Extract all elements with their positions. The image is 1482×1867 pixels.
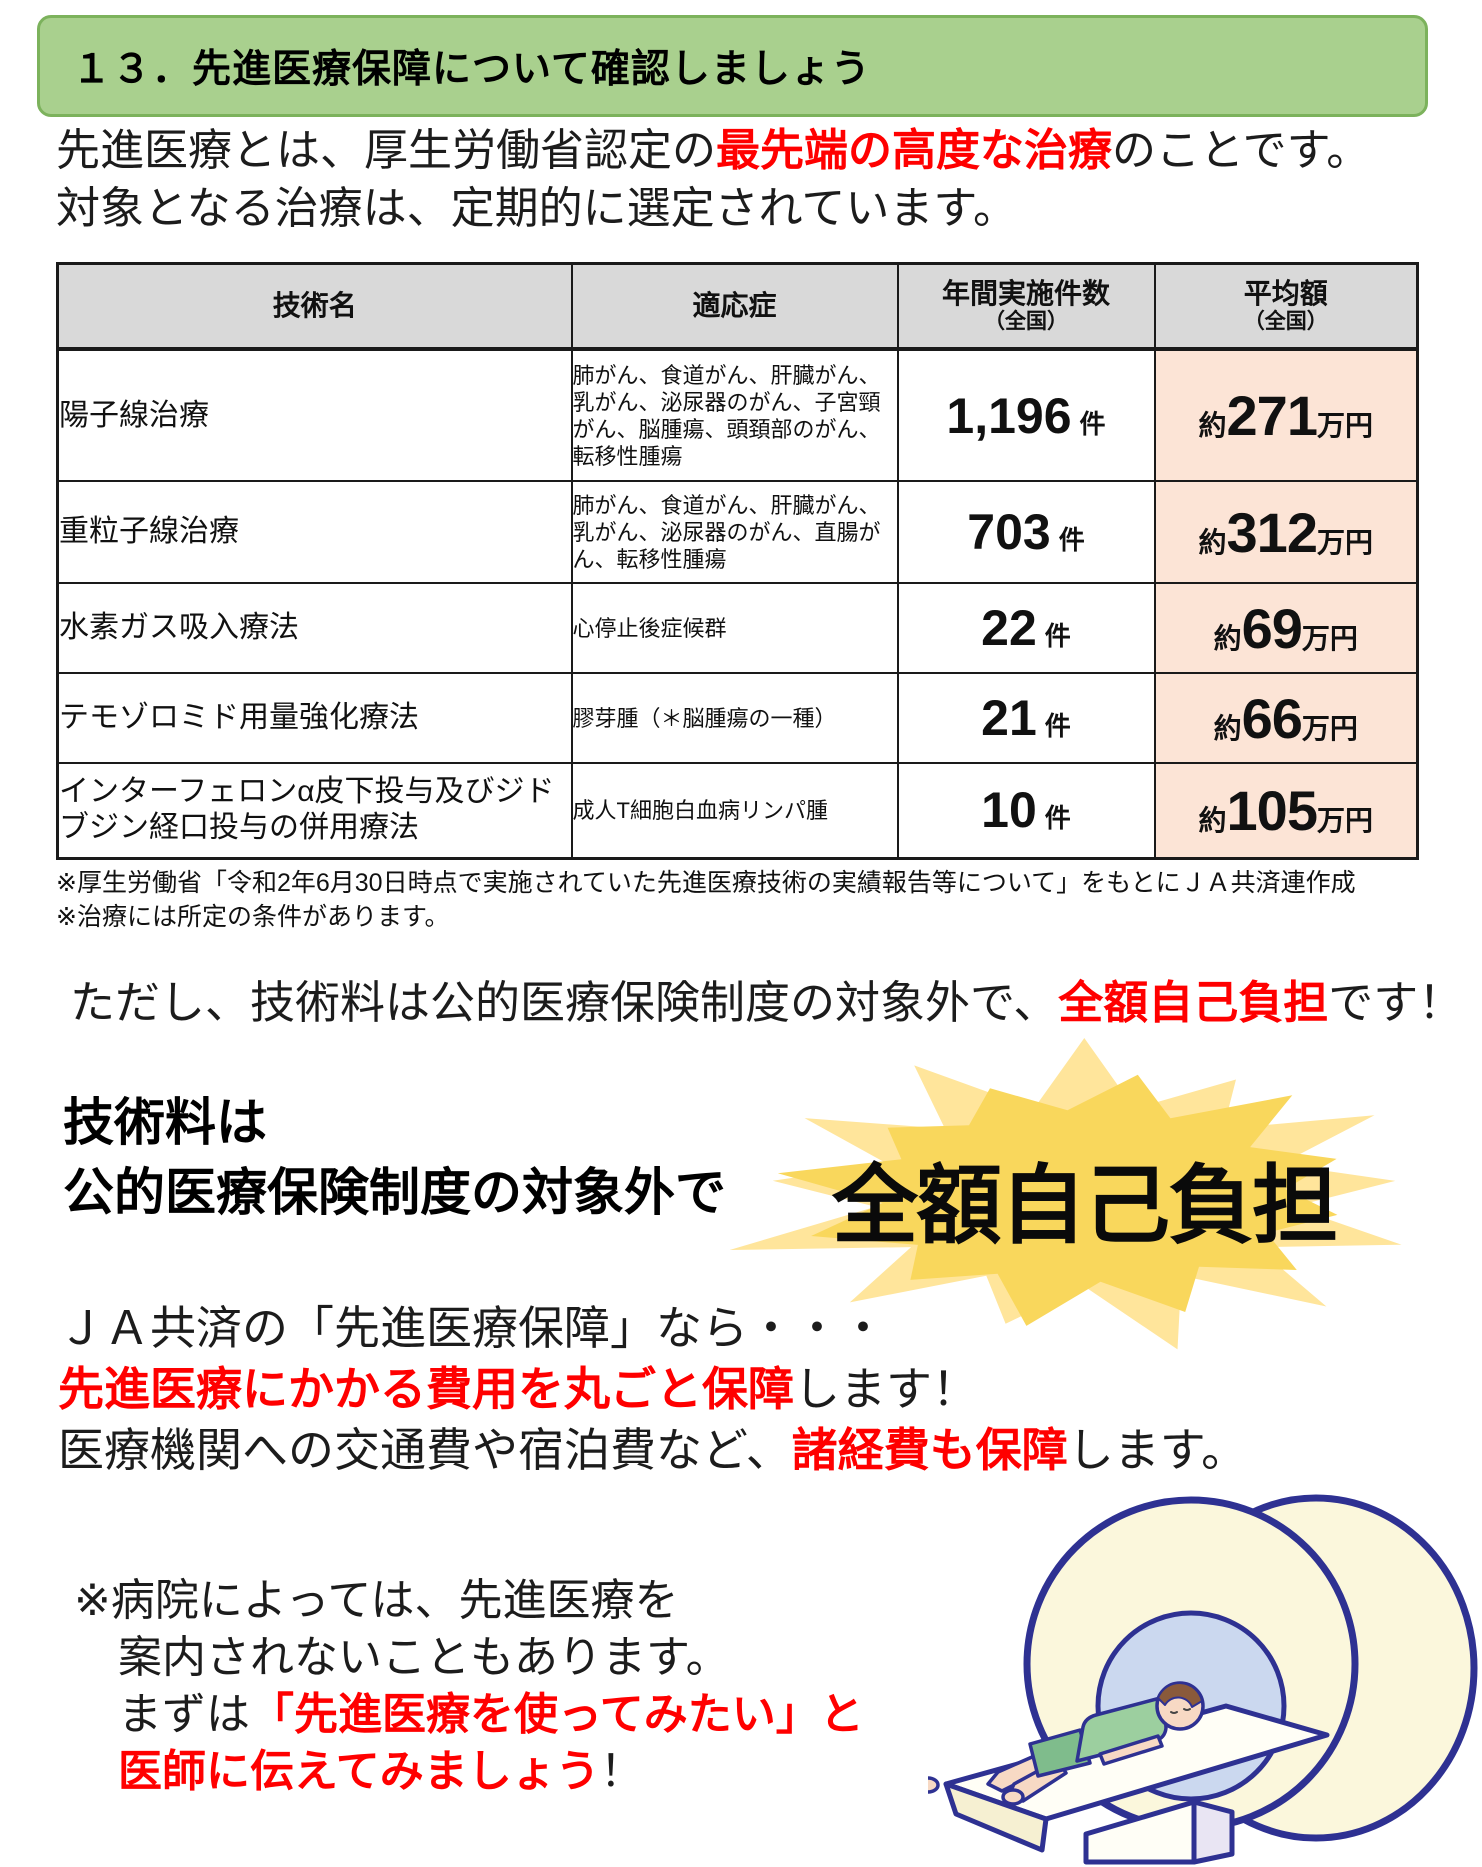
average-cost: 約69万円 — [1153, 582, 1419, 674]
starburst-icon — [729, 1038, 1402, 1350]
technology-name: 重粒子線治療 — [56, 480, 573, 584]
patient — [928, 1681, 1205, 1806]
technology-name: テモゾロミド用量強化療法 — [56, 672, 573, 764]
caution-emphasis: 全額自己負担 — [1058, 977, 1329, 1028]
annual-cases: 703 件 — [896, 480, 1156, 584]
table-row: 水素ガス吸入療法 心停止後症候群 22 件 約69万円 — [56, 582, 1419, 674]
ja-line-3: 医療機関への交通費や宿泊費など、諸経費も保障します。 — [58, 1424, 1248, 1476]
col-header-annual-cases: 年間実施件数 （全国） — [896, 262, 1156, 351]
indication: 肺がん、食道がん、肝臓がん、乳がん、泌尿器のがん、直腸がん、転移性腫瘍 — [570, 480, 899, 584]
note-line-2: 案内されないこともあります。 — [118, 1633, 730, 1682]
patient-foot — [928, 1776, 940, 1794]
footnote-source: ※厚生労働省「令和2年6月30日時点で実施されていた先進医療技術の実績報告等につ… — [56, 869, 1356, 897]
indication: 心停止後症候群 — [570, 582, 899, 674]
footnotes: ※厚生労働省「令和2年6月30日時点で実施されていた先進医療技術の実績報告等につ… — [56, 866, 1356, 934]
table-header-row: 技術名 適応症 年間実施件数 （全国） 平均額 （全国） — [56, 262, 1419, 351]
exam-table-edge — [943, 1781, 1049, 1853]
mri-scanner-illustration — [928, 1494, 1478, 1865]
note-line-3: まずは「先進医療を使ってみたい」と — [118, 1690, 864, 1739]
intro-paragraph: 先進医療とは、厚生労働省認定の最先端の高度な治療のことです。 対象となる治療は、… — [56, 122, 1370, 238]
average-cost: 約105万円 — [1153, 762, 1419, 859]
annual-cases: 22 件 — [896, 582, 1156, 674]
annual-cases: 21 件 — [896, 672, 1156, 764]
footnote-conditions: ※治療には所定の条件があります。 — [56, 903, 450, 931]
annual-cases: 1,196 件 — [896, 348, 1156, 482]
intro-line-1: 先進医療とは、厚生労働省認定の最先端の高度な治療のことです。 — [56, 126, 1371, 175]
table-row: 陽子線治療 肺がん、食道がん、肝臓がん、乳がん、泌尿器のがん、子宮頸がん、脳腫瘍… — [56, 348, 1419, 482]
note-line-4: 医師に伝えてみましょう！ — [118, 1747, 644, 1796]
national-label: （全国） — [984, 310, 1068, 333]
patient-hair — [1157, 1682, 1203, 1708]
intro-emphasis: 最先端の高度な治療 — [716, 126, 1112, 175]
exam-table-pedestal-side — [1191, 1799, 1235, 1865]
section-title-bar: １３．先進医療保障について確認しましょう — [37, 15, 1428, 117]
technology-name: 水素ガス吸入療法 — [56, 582, 573, 674]
annual-cases: 10 件 — [896, 762, 1156, 859]
patient-face — [1170, 1708, 1191, 1714]
average-cost: 約271万円 — [1153, 348, 1419, 482]
patient-foot — [1001, 1788, 1025, 1806]
indication: 膠芽腫（＊脳腫瘍の一種） — [570, 672, 899, 764]
patient-arm — [1098, 1734, 1164, 1766]
national-label: （全国） — [1243, 310, 1328, 333]
caution-line: ただし、技術料は公的医療保険制度の対象外で、全額自己負担です！ — [70, 977, 1464, 1028]
advanced-treatment-table: 技術名 適応症 年間実施件数 （全国） 平均額 （全国） 陽子線治療 肺がん、食道が… — [56, 262, 1419, 860]
hospital-note: ※病院によっては、先進医療を 案内されないこともあります。 まずは「先進医療を使… — [74, 1572, 864, 1800]
table-row: インターフェロンα皮下投与及びジドブジン経口投与の併用療法 成人T細胞白血病リン… — [56, 762, 1419, 859]
indication: 成人T細胞白血病リンパ腫 — [570, 762, 899, 859]
average-cost: 約312万円 — [1153, 480, 1419, 584]
note-line-1: ※病院によっては、先進医療を — [74, 1576, 679, 1625]
col-header-indication: 適応症 — [570, 262, 899, 351]
col-header-average-cost: 平均額 （全国） — [1153, 262, 1419, 351]
patient-shirt — [1075, 1695, 1168, 1763]
ja-line-1: ＪＡ共済の「先進医療保障」なら・・・ — [58, 1302, 886, 1354]
indication: 肺がん、食道がん、肝臓がん、乳がん、泌尿器のがん、子宮頸がん、脳腫瘍、頭頚部のが… — [570, 348, 899, 482]
average-cost: 約66万円 — [1153, 672, 1419, 764]
burst-left-text: 技術料は 公的医療保険制度の対象外で — [63, 1094, 727, 1221]
col-header-technology: 技術名 — [56, 262, 573, 351]
table-row: 重粒子線治療 肺がん、食道がん、肝臓がん、乳がん、泌尿器のがん、直腸がん、転移性… — [56, 480, 1419, 584]
table-row: テモゾロミド用量強化療法 膠芽腫（＊脳腫瘍の一種） 21 件 約66万円 — [56, 672, 1419, 764]
burst-label: 全額自己負担 — [832, 1157, 1338, 1254]
ja-kyosai-section: ＪＡ共済の「先進医療保障」なら・・・ 先進医療にかかる費用を丸ごと保障します！ … — [58, 1298, 1247, 1481]
technology-name: インターフェロンα皮下投与及びジドブジン経口投与の併用療法 — [56, 762, 573, 859]
intro-line-2: 対象となる治療は、定期的に選定されています。 — [56, 184, 1017, 233]
technology-name: 陽子線治療 — [56, 348, 573, 482]
ja-line-2: 先進医療にかかる費用を丸ごと保障します！ — [58, 1363, 978, 1415]
full-self-pay-burst: 全額自己負担 — [698, 1038, 1470, 1356]
section-title: １３．先進医療保障について確認しましょう — [72, 48, 871, 91]
